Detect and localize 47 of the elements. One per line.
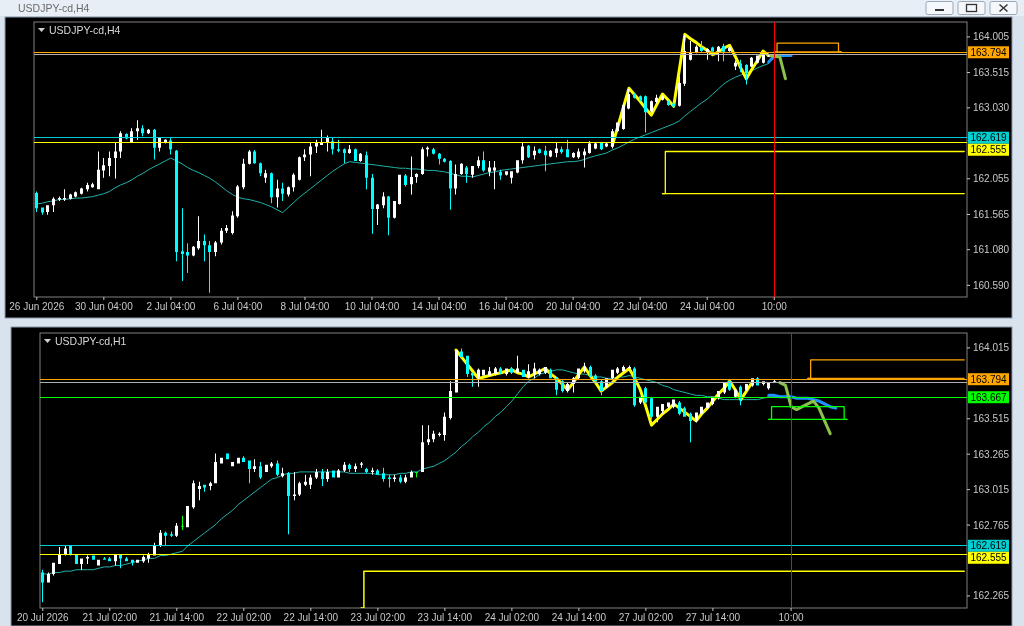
y-tick-label: 160.590 xyxy=(973,279,1010,291)
x-tick-label: 20 Jul 04:00 xyxy=(545,301,601,312)
x-tick-label: 20 Jul 2026 xyxy=(16,612,70,623)
chart-title: USDJPY-cd,H4 xyxy=(49,24,121,36)
y-tick-label: 163.030 xyxy=(973,102,1010,114)
x-tick-label: 22 Jul 14:00 xyxy=(283,612,339,623)
ref-line-label: 163.667 xyxy=(970,391,1008,403)
x-tick-label: 27 Jul 02:00 xyxy=(618,612,674,623)
y-tick-label: 164.015 xyxy=(973,342,1010,354)
x-tick-label: 24 Jul 04:00 xyxy=(679,301,735,312)
y-tick-label: 162.765 xyxy=(973,519,1010,531)
x-tick-label: 16 Jul 04:00 xyxy=(478,301,534,312)
x-tick-label: 2 Jul 04:00 xyxy=(146,301,196,312)
y-tick-label: 163.015 xyxy=(973,484,1010,496)
x-tick-label: 8 Jul 04:00 xyxy=(280,301,330,312)
y-tick-label: 161.565 xyxy=(973,208,1010,220)
x-tick-label: 21 Jul 02:00 xyxy=(82,612,138,623)
y-tick-label: 162.265 xyxy=(973,590,1010,602)
x-tick-label: 27 Jul 14:00 xyxy=(685,612,741,623)
ref-line-label: 162.555 xyxy=(970,144,1008,156)
text: USDJPY-cd,H4 xyxy=(18,2,90,14)
x-tick-label: 10 Jul 04:00 xyxy=(344,301,400,312)
x-tick-label: 30 Jun 04:00 xyxy=(74,301,134,312)
ref-line-label: 163.794 xyxy=(970,373,1008,385)
x-tick-label: 26 Jun 2026 xyxy=(9,301,65,312)
x-tick-label: 10:00 xyxy=(778,612,805,623)
ref-line-label: 162.619 xyxy=(970,132,1008,144)
x-tick-label: 22 Jul 04:00 xyxy=(612,301,668,312)
y-tick-label: 161.080 xyxy=(973,244,1010,256)
ref-line-label: 162.555 xyxy=(970,552,1008,564)
x-tick-label: 21 Jul 14:00 xyxy=(149,612,205,623)
y-tick-label: 164.005 xyxy=(973,31,1010,43)
y-tick-label: 163.515 xyxy=(973,67,1010,79)
x-tick-label: 14 Jul 04:00 xyxy=(411,301,467,312)
y-tick-label: 163.265 xyxy=(973,448,1010,460)
x-tick-label: 22 Jul 02:00 xyxy=(216,612,272,623)
x-tick-label: 10:00 xyxy=(761,301,788,312)
x-tick-label: 6 Jul 04:00 xyxy=(213,301,263,312)
ref-line-label: 162.619 xyxy=(970,540,1008,552)
x-tick-label: 23 Jul 02:00 xyxy=(350,612,406,623)
y-tick-label: 163.515 xyxy=(973,413,1010,425)
x-tick-label: 24 Jul 14:00 xyxy=(551,612,607,623)
chart-title: USDJPY-cd,H1 xyxy=(55,335,127,347)
x-tick-label: 24 Jul 02:00 xyxy=(484,612,540,623)
x-tick-label: 23 Jul 14:00 xyxy=(417,612,473,623)
ref-line-label: 163.794 xyxy=(970,46,1008,58)
y-tick-label: 162.055 xyxy=(973,173,1010,185)
